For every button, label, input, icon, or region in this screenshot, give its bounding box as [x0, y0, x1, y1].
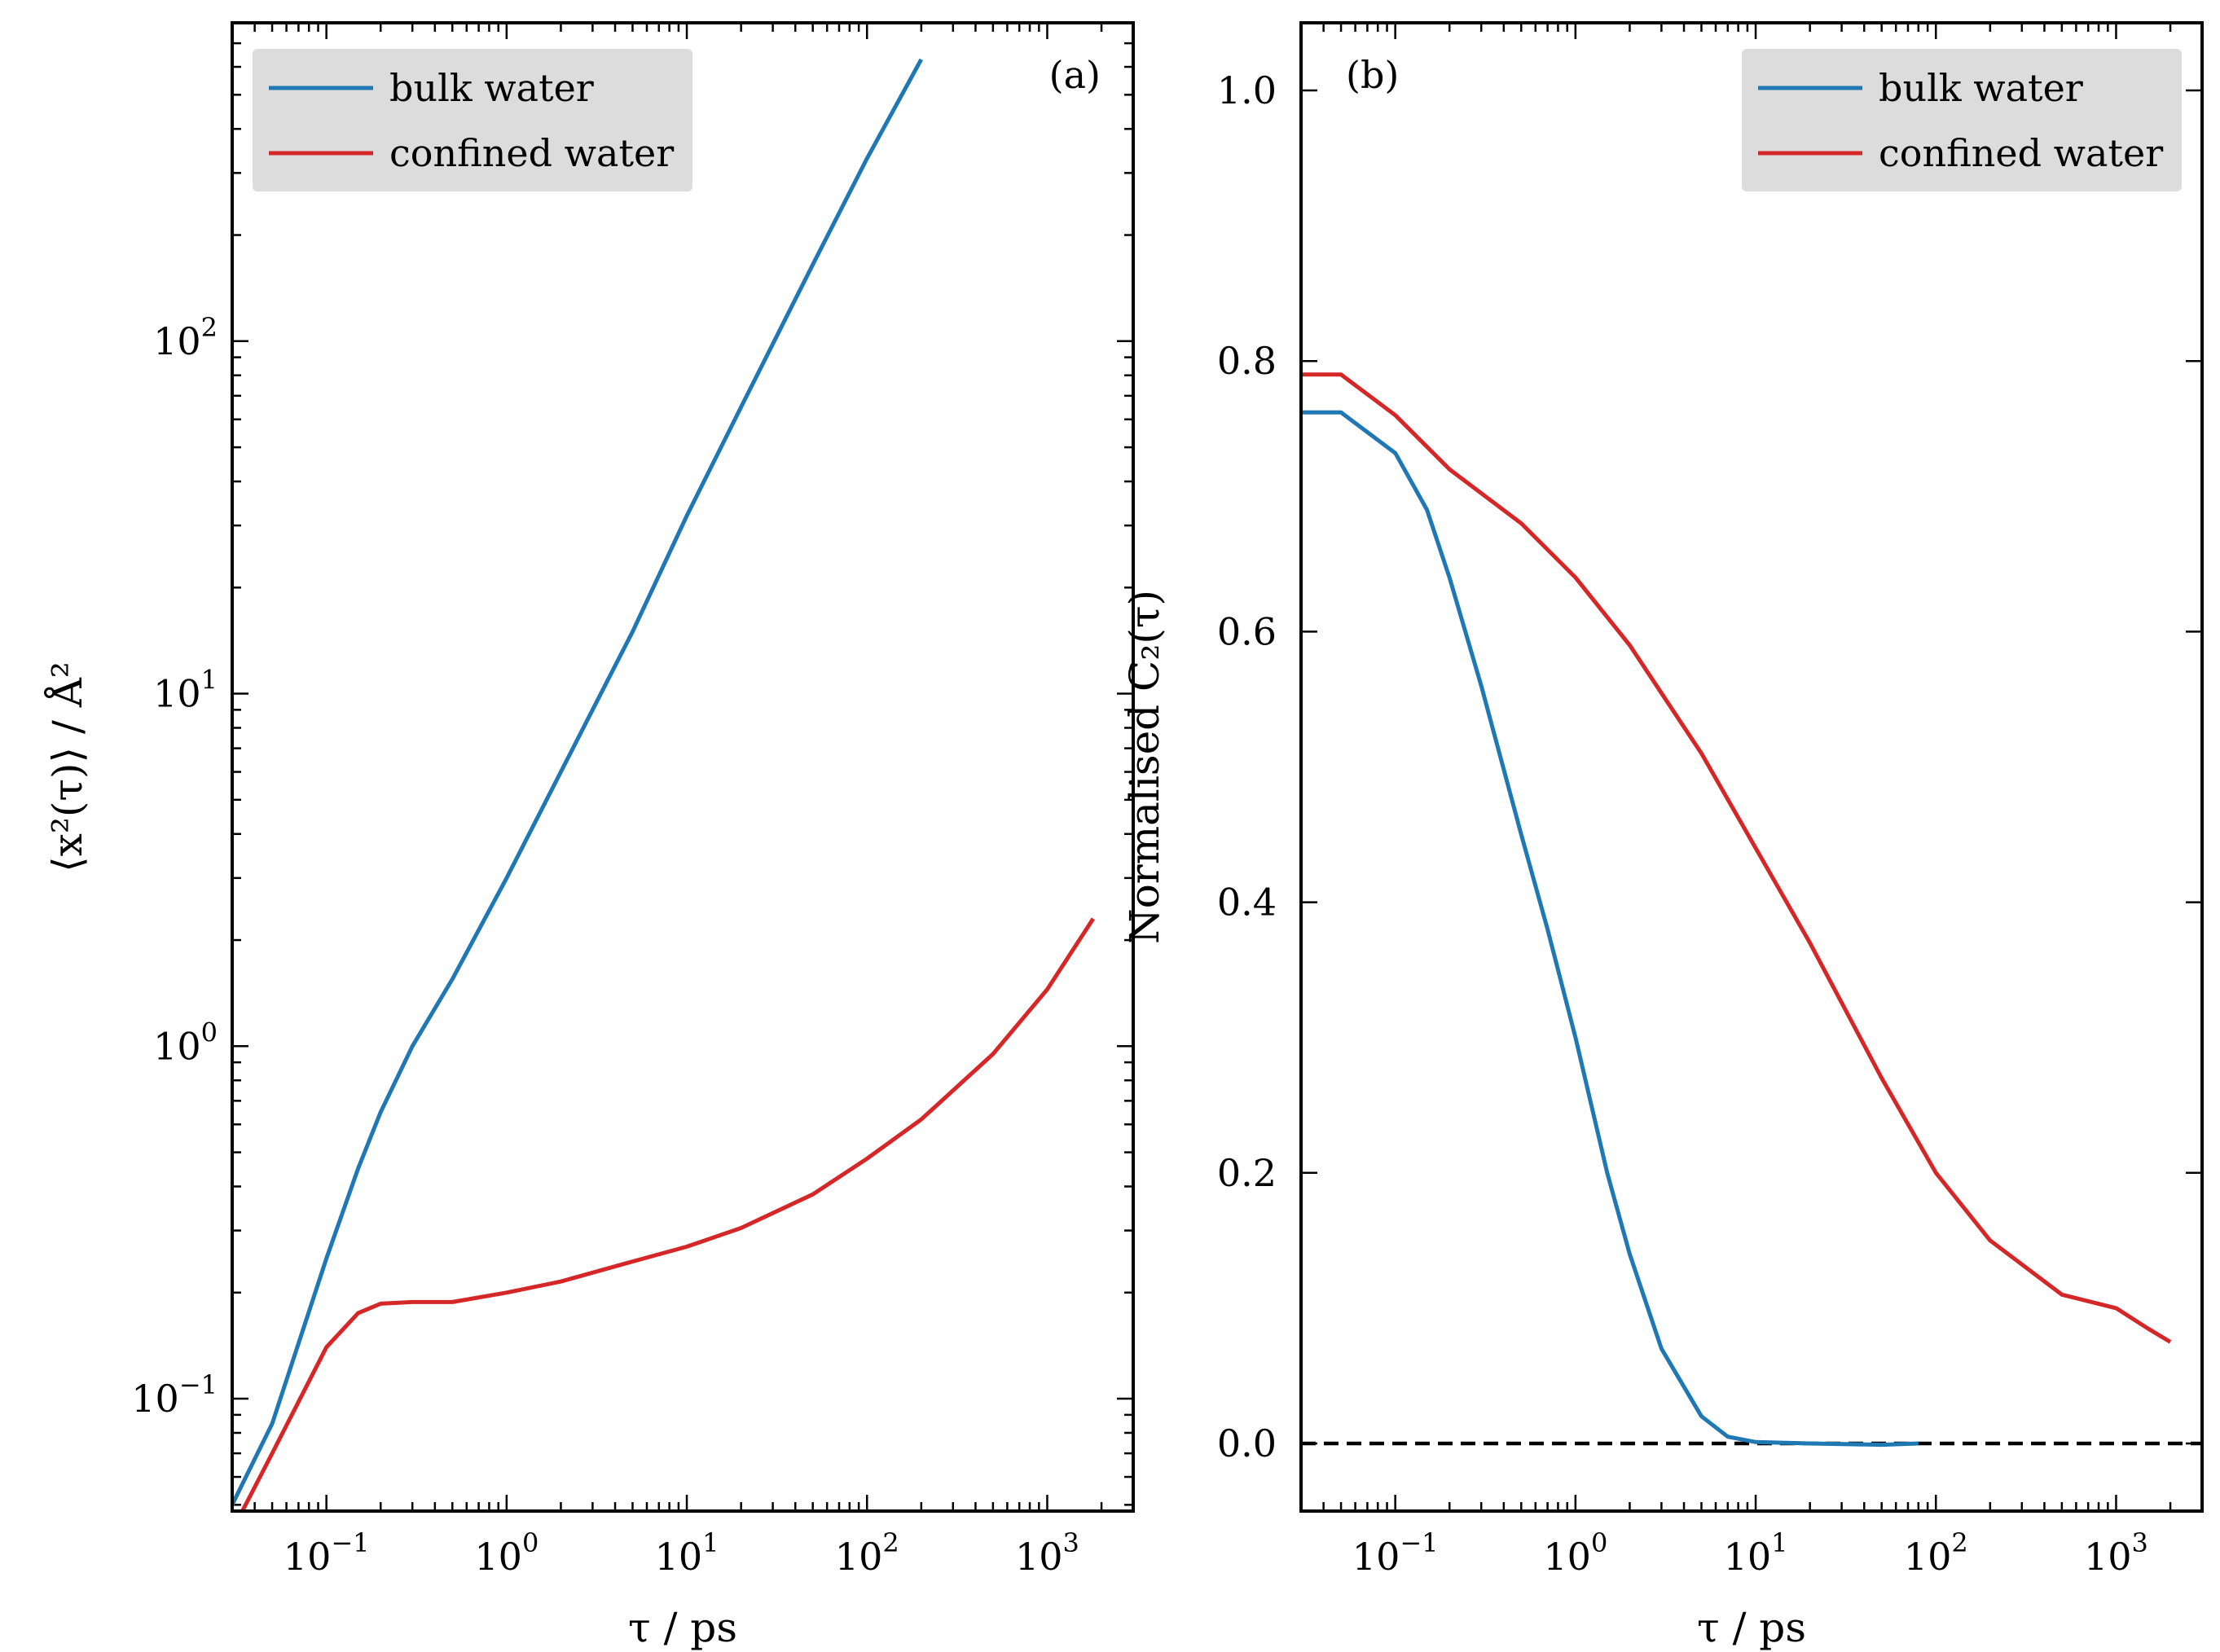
panel-tag: (b): [1346, 53, 1399, 97]
y-tick-label-exponent: 2: [201, 312, 218, 343]
y-tick-label: 10−1: [131, 1369, 218, 1421]
plot-frame: [1299, 21, 2204, 1513]
y-tick-label: 0.8: [1217, 339, 1277, 383]
x-tick-label: 101: [1724, 1527, 1788, 1579]
y-tick-label-exponent: −1: [179, 1369, 218, 1400]
y-tick-label: 101: [153, 665, 218, 716]
x-tick-label: 103: [1015, 1527, 1079, 1579]
y-axis-ticks: [1301, 89, 2202, 1445]
plot-frame: [231, 21, 1135, 1513]
y-tick-label: 102: [153, 312, 218, 363]
x-tick-label-mantissa: 10: [1904, 1535, 1952, 1579]
x-tick-label-mantissa: 10: [284, 1535, 332, 1579]
x-tick-label-mantissa: 10: [1015, 1535, 1063, 1579]
y-axis-label: Normalised C₂(τ): [1121, 590, 1168, 944]
y-axis-ticks: [232, 21, 1133, 1506]
x-tick-label: 100: [1543, 1527, 1607, 1579]
x-axis-ticks: [231, 23, 1135, 1511]
legend: bulk water confined water: [253, 49, 692, 191]
y-tick-label-mantissa: 10: [153, 672, 201, 716]
legend: bulk water confined water: [1742, 49, 2182, 191]
y-tick-label-exponent: 1: [201, 665, 218, 696]
x-tick-label: 102: [835, 1527, 899, 1579]
x-tick-label-mantissa: 10: [1352, 1535, 1400, 1579]
x-tick-label-mantissa: 10: [2084, 1535, 2132, 1579]
x-tick-label-exponent: 1: [1771, 1527, 1787, 1558]
y-tick-label: 0.2: [1217, 1151, 1277, 1195]
x-tick-label-exponent: 0: [522, 1527, 539, 1558]
y-axis-label: ⟨x²(τ)⟩ / Å²: [43, 661, 91, 872]
legend-box: [253, 49, 692, 191]
x-tick-label-exponent: 3: [1063, 1527, 1079, 1558]
y-tick-label: 0.4: [1217, 881, 1277, 925]
x-tick-label-mantissa: 10: [655, 1535, 703, 1579]
y-tick-label: 0.0: [1217, 1421, 1277, 1465]
x-tick-label: 102: [1904, 1527, 1968, 1579]
legend-label: confined water: [1879, 131, 2163, 175]
bulk-water-line: [1301, 410, 1919, 1448]
confined-water-line: [240, 917, 1095, 1511]
y-tick-label-exponent: 0: [201, 1017, 218, 1048]
y-tick-label: 0.6: [1217, 609, 1277, 653]
x-tick-label-exponent: 2: [882, 1527, 899, 1558]
bulk-water-line: [232, 58, 923, 1506]
x-tick-label-exponent: 1: [702, 1527, 719, 1558]
legend-box: [1742, 49, 2182, 191]
x-tick-label: 103: [2084, 1527, 2148, 1579]
x-tick-label-exponent: 3: [2132, 1527, 2148, 1558]
x-tick-label-exponent: 2: [1951, 1527, 1967, 1558]
x-tick-label-exponent: 0: [1591, 1527, 1607, 1558]
x-axis-ticks: [1299, 23, 2204, 1511]
x-tick-label-mantissa: 10: [1543, 1535, 1591, 1579]
x-tick-label-exponent: −1: [1400, 1527, 1438, 1558]
x-axis-label: τ / ps: [1697, 1604, 1806, 1651]
y-tick-label-mantissa: 10: [153, 1024, 201, 1068]
y-tick-label-mantissa: 10: [153, 319, 201, 363]
x-tick-label: 100: [474, 1527, 539, 1579]
x-tick-label-mantissa: 10: [474, 1535, 522, 1579]
legend-label: bulk water: [389, 66, 594, 110]
x-tick-label: 10−1: [1352, 1527, 1439, 1579]
confined-water-line: [1301, 372, 2172, 1344]
x-tick-label-exponent: −1: [331, 1527, 369, 1558]
y-tick-label: 100: [153, 1017, 218, 1068]
x-tick-label: 10−1: [284, 1527, 370, 1579]
x-tick-label-mantissa: 10: [835, 1535, 883, 1579]
x-tick-label-mantissa: 10: [1724, 1535, 1772, 1579]
x-axis-label: τ / ps: [628, 1604, 737, 1651]
legend-label: confined water: [389, 131, 674, 175]
y-tick-label-mantissa: 10: [131, 1377, 179, 1421]
x-tick-label: 101: [655, 1527, 719, 1579]
panel-tag: (a): [1049, 53, 1101, 97]
legend-label: bulk water: [1879, 66, 2083, 110]
y-tick-label: 1.0: [1217, 68, 1277, 112]
